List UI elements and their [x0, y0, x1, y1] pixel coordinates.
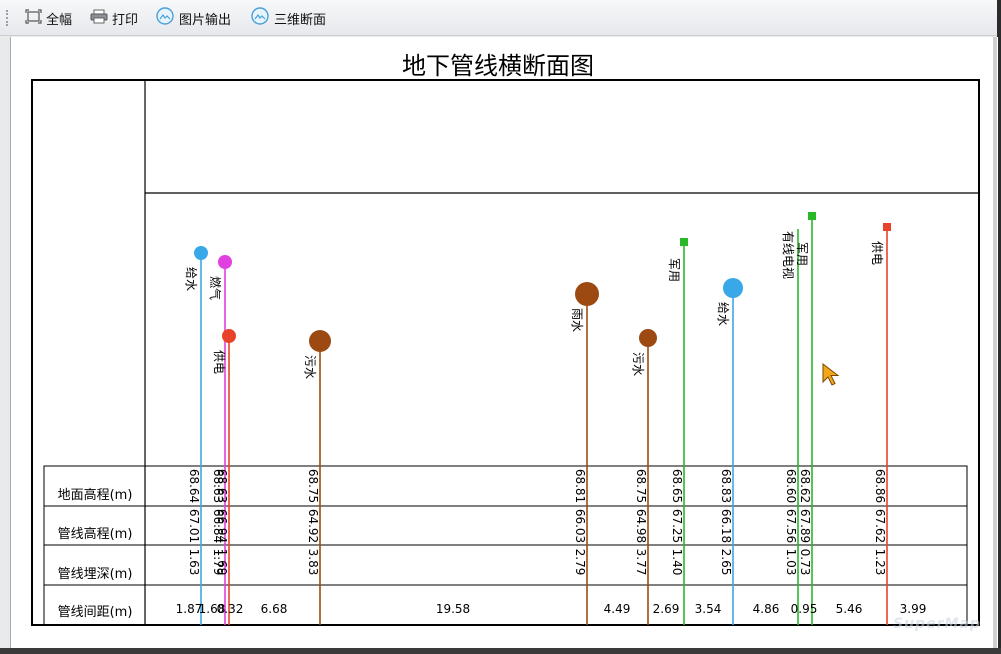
spacing-value: 3.54	[695, 602, 722, 616]
spacing-value: 1.68	[199, 602, 226, 616]
toolbar-grip[interactable]	[6, 10, 10, 26]
table-cell-value: 2.65	[719, 549, 733, 576]
pipe-marker[interactable]	[680, 238, 688, 246]
spacing-value: 0.32	[217, 602, 244, 616]
spacing-value: 19.58	[436, 602, 470, 616]
pipe-marker[interactable]	[309, 330, 331, 352]
spacing-value: 4.86	[753, 602, 780, 616]
spacing-value: 6.68	[261, 602, 288, 616]
table-row-label: 管线高程(m)	[58, 526, 133, 542]
pipe-marker[interactable]	[575, 282, 599, 306]
print-label: 打印	[112, 12, 139, 28]
pipe-label: 供电	[870, 241, 884, 265]
pipe-marker[interactable]	[883, 223, 891, 231]
chart-canvas: 地下管线横断面图 地面高程(m) 管线高程(m) 管线埋深(m) 管线间距(m) 给水…	[10, 37, 998, 648]
spacing-value: 0.95	[791, 602, 818, 616]
table-cell-value: 68.75	[634, 469, 648, 503]
export-image-label: 图片输出	[179, 12, 232, 28]
table-cell-value: 67.01	[187, 509, 201, 543]
table-cell-value: 66.03	[573, 509, 587, 543]
table-cell-value: 1.69	[215, 549, 229, 576]
table-cell-value: 3.83	[306, 549, 320, 576]
spacing-value: 3.99	[900, 602, 927, 616]
table-cell-value: 3.77	[634, 549, 648, 576]
table-cell-value: 1.40	[670, 549, 684, 576]
table-cell-value: 66.94	[215, 509, 229, 543]
table-cell-value: 64.92	[306, 509, 320, 543]
table-cell-value: 68.86	[873, 469, 887, 503]
table-cell-value: 68.83	[719, 469, 733, 503]
table-cell-value: 66.84	[211, 509, 225, 543]
table-cell-value: 68.63	[211, 469, 225, 503]
spacing-value: 4.49	[604, 602, 631, 616]
table-cell-value: 67.56	[784, 509, 798, 543]
spacing-value: 2.69	[653, 602, 680, 616]
pipe-marker[interactable]	[639, 329, 657, 347]
pipe-label: 给水	[184, 267, 198, 291]
table-cell-value: 67.25	[670, 509, 684, 543]
pipe-marker[interactable]	[218, 255, 232, 269]
export-image-button[interactable]: 图片输出	[155, 7, 232, 29]
table-cell-value: 68.62	[798, 469, 812, 503]
full-extent-button[interactable]: 全幅	[25, 8, 72, 28]
print-button[interactable]: 打印	[90, 8, 138, 28]
pipe-label: 燃气	[208, 276, 223, 300]
table-row-label: 管线埋深(m)	[58, 567, 133, 582]
table-cell-value: 0.73	[798, 549, 812, 576]
table-cell-value: 68.60	[784, 469, 798, 503]
pipe-label: 污水	[303, 355, 317, 379]
table-row-label: 管线间距(m)	[58, 605, 133, 620]
table-cell-value: 68.81	[573, 469, 587, 503]
watermark: SuperMap	[893, 616, 981, 632]
export-image-icon	[155, 7, 175, 29]
section-3d-icon	[250, 7, 270, 29]
taskbar-edge	[0, 648, 1001, 654]
frame-outer	[31, 79, 980, 626]
cross-section-chart: 地下管线横断面图 地面高程(m) 管线高程(m) 管线埋深(m) 管线间距(m) 给水…	[31, 52, 980, 626]
pipe-markers: 给水 68.64 67.01 1.63 燃气 68.63 66.84 1.79 供电 68.63 6…	[184, 212, 891, 625]
table-cell-value: 67.62	[873, 509, 887, 543]
table-cell-value: 2.79	[573, 549, 587, 576]
toolbar: 全幅 打印 图片输出 三维断面	[0, 0, 997, 36]
pipe-label: 给水	[716, 302, 730, 326]
printer-icon	[90, 9, 108, 28]
table-cell-value: 1.79	[211, 549, 225, 576]
pipe-label: 污水	[631, 352, 645, 376]
table-cell-value: 1.63	[187, 549, 201, 576]
pipe-marker[interactable]	[194, 246, 208, 260]
pipe-label: 军用	[795, 242, 809, 266]
section-3d-button[interactable]: 三维断面	[250, 7, 327, 29]
table-cell-value: 68.65	[670, 469, 684, 503]
spacing-value: 5.46	[836, 602, 863, 616]
table-row-label: 地面高程(m)	[58, 487, 133, 503]
pipe-marker[interactable]	[808, 212, 816, 220]
pipe-label: 雨水	[570, 308, 584, 332]
pipe-label: 有线电视	[781, 231, 796, 279]
table-cell-value: 68.75	[306, 469, 320, 503]
section-3d-label: 三维断面	[274, 12, 327, 28]
pipe-marker[interactable]	[723, 278, 743, 298]
pipe-label: 供电	[212, 350, 226, 374]
table-cell-value: 68.63	[215, 469, 229, 503]
table-cell-value: 66.18	[719, 509, 733, 543]
table-cell-value: 67.89	[798, 509, 812, 543]
table-cell-value: 64.98	[634, 509, 648, 543]
full-extent-label: 全幅	[46, 12, 73, 28]
mouse-cursor-icon	[822, 362, 840, 386]
spacing-value: 1.87	[176, 602, 203, 616]
spacing-row: 1.871.680.32 6.68 19.58 4.49 2.69 3.54 4.86 0.9…	[176, 602, 927, 616]
data-table: 地面高程(m) 管线高程(m) 管线埋深(m) 管线间距(m)	[43, 465, 968, 626]
pipe-label: 军用	[667, 258, 681, 282]
table-cell-value: 68.64	[187, 469, 201, 503]
full-extent-icon	[25, 8, 42, 28]
pipe-marker[interactable]	[222, 329, 236, 343]
table-cell-value: 1.03	[784, 549, 798, 576]
vertical-scrollbar[interactable]	[993, 37, 997, 648]
table-cell-value: 1.23	[873, 549, 887, 576]
chart-title: 地下管线横断面图	[402, 52, 594, 80]
